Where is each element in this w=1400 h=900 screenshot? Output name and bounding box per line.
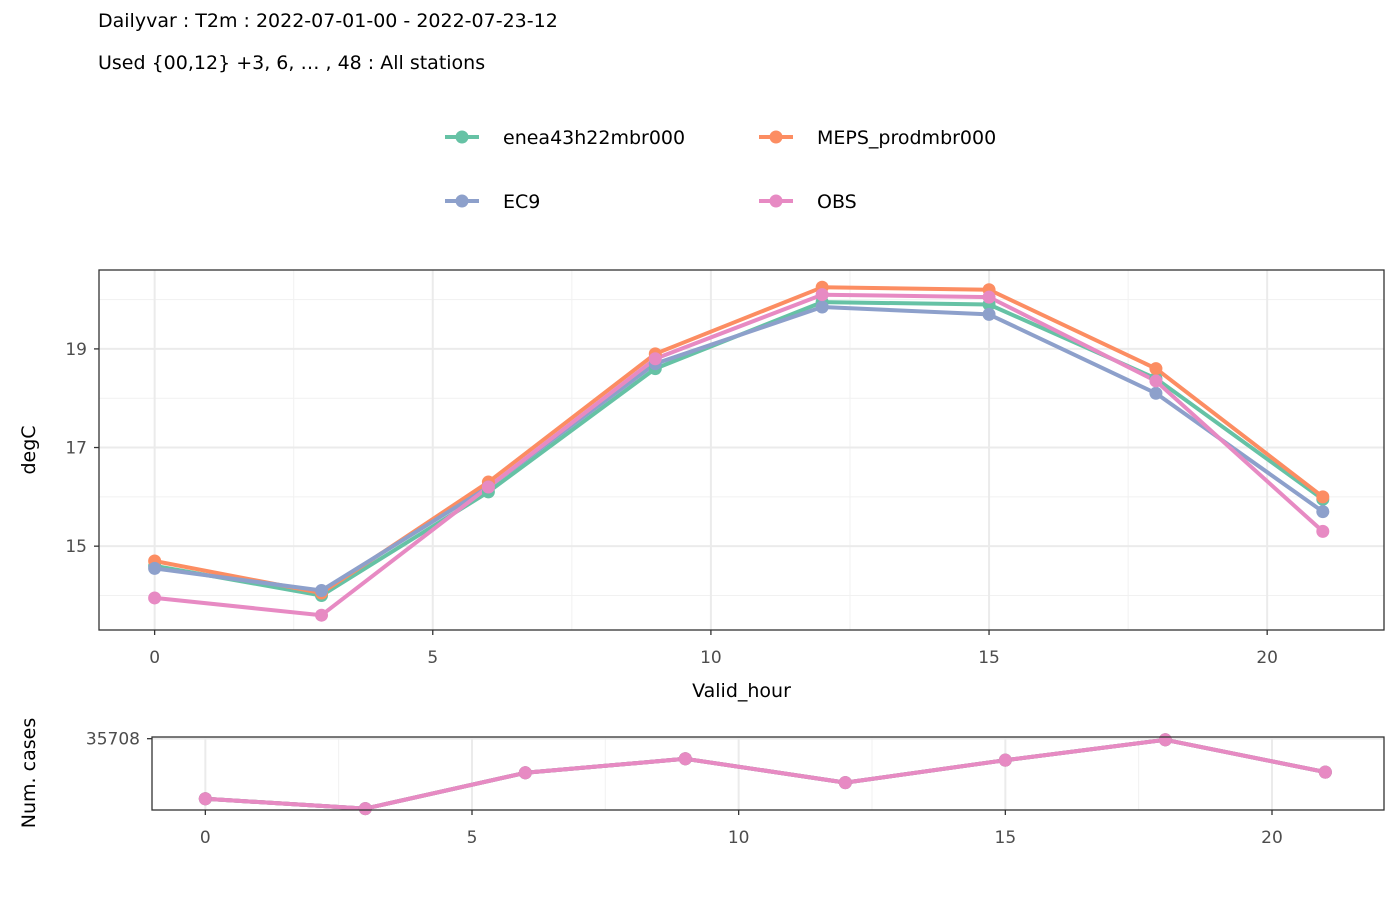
main-y-tick-label: 19 (65, 340, 87, 360)
main-series-line-2 (154, 305, 1324, 593)
cases-data-point-3-3 (678, 752, 692, 766)
main-data-point-2-5 (982, 307, 996, 321)
main-x-tick-label: 10 (700, 648, 722, 668)
legend-label: enea43h22mbr000 (503, 127, 685, 149)
cases-data-point-3-6 (1158, 733, 1172, 747)
main-series-line-3 (154, 292, 1325, 618)
cases-series-line-3 (205, 737, 1326, 811)
main-y-tick-label: 17 (65, 439, 87, 459)
main-data-point-2-0 (148, 561, 162, 575)
legend-item: EC9 (445, 191, 540, 213)
cases-series-line-2 (205, 737, 1326, 811)
cases-series-line-1 (205, 737, 1326, 811)
main-x-tick-label: 0 (149, 648, 160, 668)
cases-x-tick-label: 15 (995, 828, 1017, 848)
cases-x-tick-label: 0 (200, 828, 211, 848)
main-panel-border (98, 269, 1385, 631)
legend-label: MEPS_prodmbr000 (817, 127, 996, 149)
cases-data-point-3-0 (198, 792, 212, 806)
main-data-point-2-1 (315, 584, 329, 598)
cases-x-tick-label: 5 (467, 828, 478, 848)
main-data-point-2-7 (1316, 505, 1330, 519)
legend-label: EC9 (503, 191, 540, 213)
legend-item: MEPS_prodmbr000 (759, 127, 996, 149)
cases-series-line-0 (205, 737, 1326, 811)
legend-key-point (455, 194, 469, 208)
legend-key-point (455, 130, 469, 144)
cases-panel-border (151, 736, 1385, 811)
cases-y-tick-label: 35708 (86, 730, 140, 750)
legend-item: OBS (759, 191, 857, 213)
chart-subtitle: Used {00,12} +3, 6, … , 48 : All station… (98, 52, 486, 74)
main-data-point-3-5 (982, 290, 996, 304)
main-data-point-2-4 (815, 300, 829, 314)
main-data-point-3-4 (815, 288, 829, 302)
chart-title: Dailyvar : T2m : 2022-07-01-00 - 2022-07… (98, 10, 558, 32)
legend-item: enea43h22mbr000 (445, 127, 685, 149)
cases-x-tick-label: 20 (1261, 828, 1283, 848)
main-data-point-3-3 (648, 352, 662, 366)
y-axis-label: degC (18, 425, 40, 474)
legend: enea43h22mbr000 MEPS_prodmbr000 EC9 OBS (445, 127, 996, 213)
legend-label: OBS (817, 191, 857, 213)
cases-data-point-3-1 (358, 802, 372, 816)
main-x-tick-label: 15 (978, 648, 1000, 668)
main-data-point-3-0 (148, 591, 162, 605)
main-panel: 0 5 10 15 20 15 17 19 (65, 269, 1385, 668)
cases-y-axis-label: Num. cases (18, 718, 40, 828)
cases-data-point-3-7 (1318, 765, 1332, 779)
main-data-point-3-7 (1316, 524, 1330, 538)
cases-panel: 0 5 10 15 20 35708 (86, 730, 1385, 848)
main-x-tick-label: 20 (1256, 648, 1278, 668)
main-data-point-3-6 (1149, 374, 1163, 388)
legend-key-point (769, 130, 783, 144)
main-data-point-1-6 (1149, 362, 1163, 376)
main-series-line-0 (154, 300, 1324, 598)
x-axis-label: Valid_hour (692, 680, 791, 702)
main-y-tick-label: 15 (65, 537, 87, 557)
main-data-point-1-7 (1316, 490, 1330, 504)
cases-x-tick-label: 10 (728, 828, 750, 848)
cases-data-point-3-4 (838, 776, 852, 790)
main-data-point-3-1 (315, 608, 329, 622)
cases-data-point-3-5 (998, 753, 1012, 767)
cases-data-point-3-2 (518, 766, 532, 780)
main-data-point-2-6 (1149, 386, 1163, 400)
legend-key-point (769, 194, 783, 208)
main-x-tick-label: 5 (427, 648, 438, 668)
main-data-point-3-2 (481, 480, 495, 494)
